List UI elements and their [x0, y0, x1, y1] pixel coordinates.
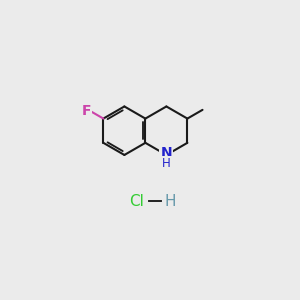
Text: F: F	[82, 104, 91, 118]
Text: Cl: Cl	[129, 194, 144, 209]
Text: N: N	[160, 146, 172, 160]
Text: H: H	[162, 157, 171, 169]
Text: H: H	[164, 194, 176, 209]
